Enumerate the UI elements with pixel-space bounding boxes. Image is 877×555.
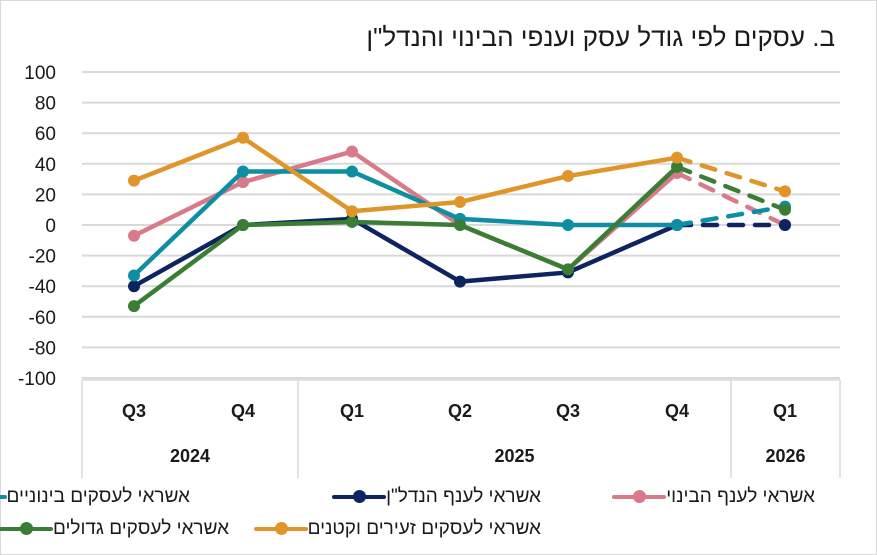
data-point bbox=[562, 170, 574, 183]
data-point bbox=[128, 280, 140, 293]
x-year-label: 2026 bbox=[765, 446, 805, 466]
y-tick-label: 20 bbox=[35, 185, 56, 206]
legend-label: אשראי לענף הנדל"ן bbox=[386, 486, 541, 507]
legend-swatch-icon bbox=[612, 490, 667, 504]
y-tick-label: 80 bbox=[35, 94, 56, 115]
x-year-label: 2025 bbox=[494, 446, 534, 466]
x-quarter-label: Q3 bbox=[556, 401, 580, 421]
data-point bbox=[779, 185, 791, 198]
series-forecast-line bbox=[674, 204, 788, 228]
data-point bbox=[237, 131, 249, 144]
y-tick-label: -20 bbox=[29, 247, 56, 268]
data-point bbox=[128, 269, 140, 282]
chart-title: ב. עסקים לפי גודל עסק וענפי הבינוי והנדל… bbox=[366, 22, 835, 52]
legend-item: אשראי לענף הנדל"ן bbox=[330, 486, 541, 508]
data-point bbox=[237, 165, 249, 178]
legend-item: אשראי לעסקים בינוניים bbox=[0, 486, 190, 508]
data-point bbox=[346, 215, 358, 228]
data-point bbox=[671, 160, 683, 173]
legend-label: אשראי לעסקים גדולים bbox=[52, 518, 229, 539]
legend-swatch-icon bbox=[332, 490, 387, 504]
data-point bbox=[128, 300, 140, 313]
data-point bbox=[128, 229, 140, 242]
series-line bbox=[131, 169, 680, 278]
data-point bbox=[128, 174, 140, 187]
legend-label: אשראי לעסקים זעירים וקטנים bbox=[307, 518, 541, 539]
series-forecast-line bbox=[674, 155, 788, 194]
legend-item: אשראי לענף הבינוי bbox=[610, 486, 815, 508]
y-tick-label: -80 bbox=[29, 338, 56, 359]
data-point bbox=[237, 176, 249, 189]
chart-legend: אשראי לענף הבינוי אשראי לענף הנדל"ן אשראי … bbox=[0, 486, 877, 546]
data-point bbox=[454, 275, 466, 288]
y-tick-label: 60 bbox=[35, 124, 56, 145]
data-point bbox=[779, 203, 791, 216]
x-quarter-label: Q4 bbox=[231, 401, 255, 421]
y-tick-label: -100 bbox=[18, 369, 56, 390]
legend-item: אשראי לעסקים זעירים וקטנים bbox=[252, 518, 541, 540]
data-point bbox=[779, 219, 791, 231]
legend-swatch-icon bbox=[0, 522, 53, 536]
y-tick-label: 100 bbox=[24, 63, 56, 84]
series-forecast-line bbox=[674, 170, 788, 228]
x-quarter-label: Q1 bbox=[340, 401, 364, 421]
x-quarter-label: Q2 bbox=[448, 401, 472, 421]
data-point bbox=[454, 219, 466, 231]
series-line bbox=[131, 135, 680, 214]
legend-item: אשראי לעסקים גדולים bbox=[0, 518, 229, 540]
legend-label: אשראי לענף הבינוי bbox=[666, 486, 815, 507]
data-point bbox=[562, 263, 574, 276]
data-point bbox=[671, 219, 683, 231]
data-point bbox=[346, 205, 358, 218]
y-tick-label: -40 bbox=[29, 277, 56, 298]
x-quarter-label: Q3 bbox=[122, 401, 146, 421]
data-point bbox=[237, 219, 249, 231]
y-tick-label: 40 bbox=[35, 155, 56, 176]
y-tick-label: -60 bbox=[29, 308, 56, 329]
data-point bbox=[346, 145, 358, 158]
series-line bbox=[131, 216, 680, 289]
series-forecast-line bbox=[674, 164, 788, 212]
y-tick-label: 0 bbox=[45, 216, 56, 237]
legend-swatch-icon bbox=[0, 490, 7, 504]
x-year-label: 2024 bbox=[170, 446, 210, 466]
data-point bbox=[346, 165, 358, 178]
legend-swatch-icon bbox=[253, 522, 308, 536]
data-point bbox=[671, 151, 683, 164]
series-line bbox=[131, 164, 680, 309]
x-quarter-label: Q1 bbox=[773, 401, 797, 421]
legend-label: אשראי לעסקים בינוניים bbox=[6, 486, 190, 507]
data-point bbox=[454, 196, 466, 209]
data-point bbox=[562, 219, 574, 231]
x-quarter-label: Q4 bbox=[665, 401, 689, 421]
